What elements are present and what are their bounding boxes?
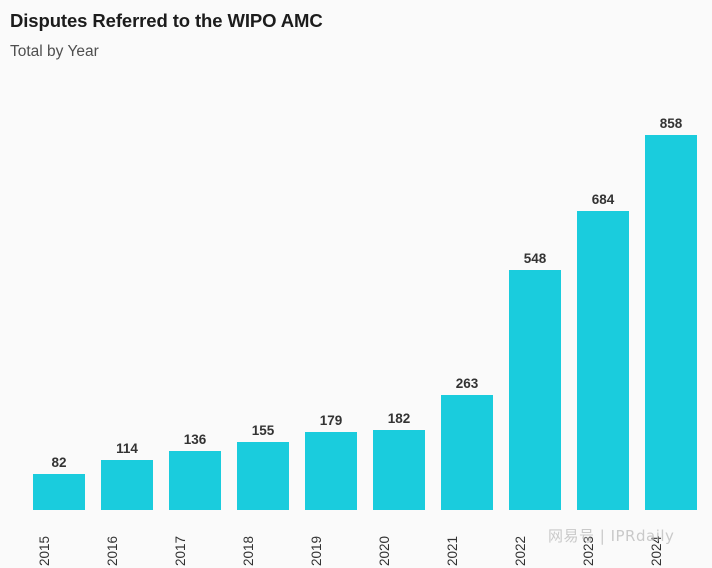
x-axis-tick: 2021: [441, 512, 493, 566]
x-axis-tick-label: 2021: [445, 535, 460, 566]
bar-value-label: 155: [251, 423, 275, 438]
chart-subtitle: Total by Year: [10, 43, 99, 60]
x-axis-tick-label: 2020: [377, 535, 392, 566]
bar-value-label: 136: [183, 432, 207, 447]
x-axis-tick: 2017: [169, 512, 221, 566]
bar[interactable]: [509, 270, 561, 510]
x-axis-tick: 2022: [509, 512, 561, 566]
bar[interactable]: [645, 135, 697, 510]
bar[interactable]: [373, 430, 425, 510]
bar[interactable]: [33, 474, 85, 510]
x-axis-tick-label: 2024: [649, 535, 664, 566]
bar-value-label: 82: [51, 455, 67, 470]
bar[interactable]: [101, 460, 153, 510]
x-axis-tick-label: 2018: [241, 535, 256, 566]
x-axis-tick-label: 2016: [105, 535, 120, 566]
bar-value-label: 182: [387, 411, 411, 426]
bar[interactable]: [441, 395, 493, 510]
x-axis-tick: 2019: [305, 512, 357, 566]
bar-value-label: 548: [523, 251, 547, 266]
x-axis-tick-label: 2022: [513, 535, 528, 566]
x-axis-tick-label: 2023: [581, 535, 596, 566]
x-axis-tick: 2016: [101, 512, 153, 566]
bar[interactable]: [237, 442, 289, 510]
bar[interactable]: [577, 211, 629, 510]
bar-value-label: 684: [591, 192, 615, 207]
bar-value-label: 179: [319, 413, 343, 428]
x-axis-tick-label: 2017: [173, 535, 188, 566]
x-axis-tick-label: 2015: [37, 535, 52, 566]
bar-value-label: 263: [455, 376, 479, 391]
x-axis-tick: 2015: [33, 512, 85, 566]
x-axis-tick: 2020: [373, 512, 425, 566]
bar-value-label: 114: [116, 441, 138, 456]
x-axis-tick: 2024: [645, 512, 697, 566]
bar-value-label: 858: [659, 116, 683, 131]
bar[interactable]: [169, 451, 221, 510]
x-axis-tick: 2018: [237, 512, 289, 566]
x-axis-tick: 2023: [577, 512, 629, 566]
x-axis-tick-label: 2019: [309, 535, 324, 566]
bar[interactable]: [305, 432, 357, 510]
chart-title: Disputes Referred to the WIPO AMC: [10, 10, 323, 31]
